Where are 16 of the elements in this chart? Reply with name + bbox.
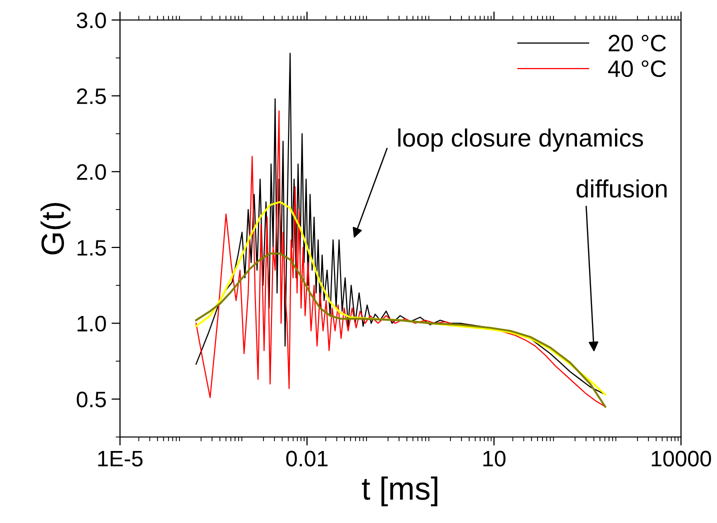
y-tick-label: 2.0 — [77, 164, 106, 180]
legend-label: 40 °C — [608, 60, 666, 78]
x-tick-label: 10 — [483, 450, 506, 467]
y-tick-label: 3.0 — [76, 12, 106, 28]
annotation: diffusion — [576, 179, 667, 198]
y-axis-title: G(t) — [40, 202, 70, 254]
annotation: loop closure dynamics — [398, 128, 644, 152]
y-tick-label: 2.5 — [77, 88, 106, 104]
x-tick-label: 0.01 — [286, 450, 328, 467]
x-tick-label: 1E-5 — [98, 451, 143, 467]
y-tick-label: 0.5 — [76, 392, 106, 408]
y-tick-label: 1.0 — [78, 316, 106, 332]
x-axis-title: t [ms] — [362, 476, 438, 506]
y-tick-label: 1.5 — [78, 240, 106, 256]
legend-label: 20 °C — [608, 34, 666, 52]
x-tick-label: 10000 — [652, 450, 712, 467]
